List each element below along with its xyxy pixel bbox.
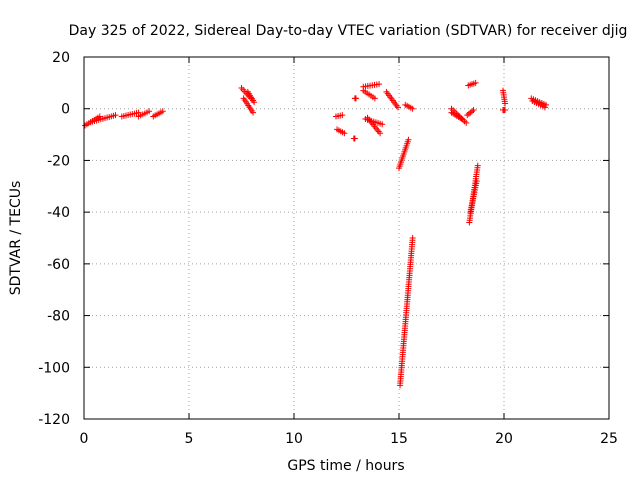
x-tick-label: 25 <box>600 431 618 447</box>
data-track <box>350 135 358 142</box>
data-track <box>351 95 359 102</box>
data-point <box>474 162 481 169</box>
data-point <box>502 107 509 114</box>
data-point <box>543 101 549 108</box>
axis-ticks <box>83 56 610 420</box>
data-track <box>467 178 480 216</box>
data-track <box>396 136 412 172</box>
data-point <box>472 79 479 86</box>
y-tick-label: -20 <box>47 153 70 169</box>
data-track <box>333 112 346 120</box>
data-point <box>376 81 383 88</box>
y-tick-label: 0 <box>61 102 70 118</box>
y-tick-label: -80 <box>47 309 70 325</box>
data-point <box>251 99 258 106</box>
y-tick-label: -60 <box>47 257 70 273</box>
data-points <box>82 79 549 389</box>
data-track <box>244 88 258 106</box>
data-track <box>448 109 465 123</box>
tick-labels: 0 5 10 15 20 25 -120 -100 -80 -60 -40 -20 0 20 <box>38 50 618 447</box>
data-point <box>351 135 358 142</box>
data-track <box>402 101 416 112</box>
data-point <box>470 107 477 114</box>
data-track <box>360 87 378 102</box>
data-point <box>409 235 416 241</box>
data-point <box>459 116 465 123</box>
chart-title: Day 325 of 2022, Sidereal Day-to-day VTE… <box>69 23 628 39</box>
y-tick-label: -100 <box>38 360 70 376</box>
y-tick-label: -120 <box>38 412 70 428</box>
data-point <box>341 130 348 137</box>
data-track <box>135 108 153 120</box>
data-point <box>473 178 480 185</box>
grid-lines <box>84 57 609 419</box>
data-point <box>405 136 412 143</box>
data-track <box>118 109 142 120</box>
data-track <box>464 107 477 119</box>
data-point <box>463 119 470 126</box>
x-tick-label: 15 <box>390 431 408 447</box>
x-axis-label: GPS time / hours <box>287 458 404 474</box>
data-track <box>364 114 384 137</box>
data-track <box>89 112 119 125</box>
data-track <box>465 79 479 89</box>
data-point <box>377 130 384 137</box>
data-point <box>394 104 401 111</box>
data-track <box>383 88 401 111</box>
data-point <box>250 109 257 116</box>
x-tick-label: 5 <box>185 431 194 447</box>
x-tick-label: 0 <box>80 431 89 447</box>
data-track <box>397 235 416 389</box>
data-point <box>146 108 153 115</box>
data-track <box>334 126 348 137</box>
data-point <box>409 105 416 112</box>
data-point <box>541 104 548 111</box>
data-track <box>529 97 548 111</box>
y-axis-label: SDTVAR / TECUs <box>8 181 24 296</box>
data-point <box>112 112 119 119</box>
data-point <box>371 95 378 102</box>
data-point <box>352 95 359 102</box>
x-tick-label: 10 <box>285 431 303 447</box>
data-track <box>499 107 509 114</box>
data-track <box>240 95 257 116</box>
data-point <box>379 121 386 128</box>
x-tick-label: 20 <box>495 431 513 447</box>
data-point <box>339 112 346 119</box>
data-point <box>159 108 166 115</box>
data-point <box>502 100 509 107</box>
y-tick-label: -40 <box>47 205 70 221</box>
data-point <box>96 113 103 120</box>
data-track <box>499 87 509 107</box>
y-tick-label: 20 <box>52 50 70 66</box>
data-track <box>150 108 166 120</box>
plot-frame <box>83 56 610 420</box>
